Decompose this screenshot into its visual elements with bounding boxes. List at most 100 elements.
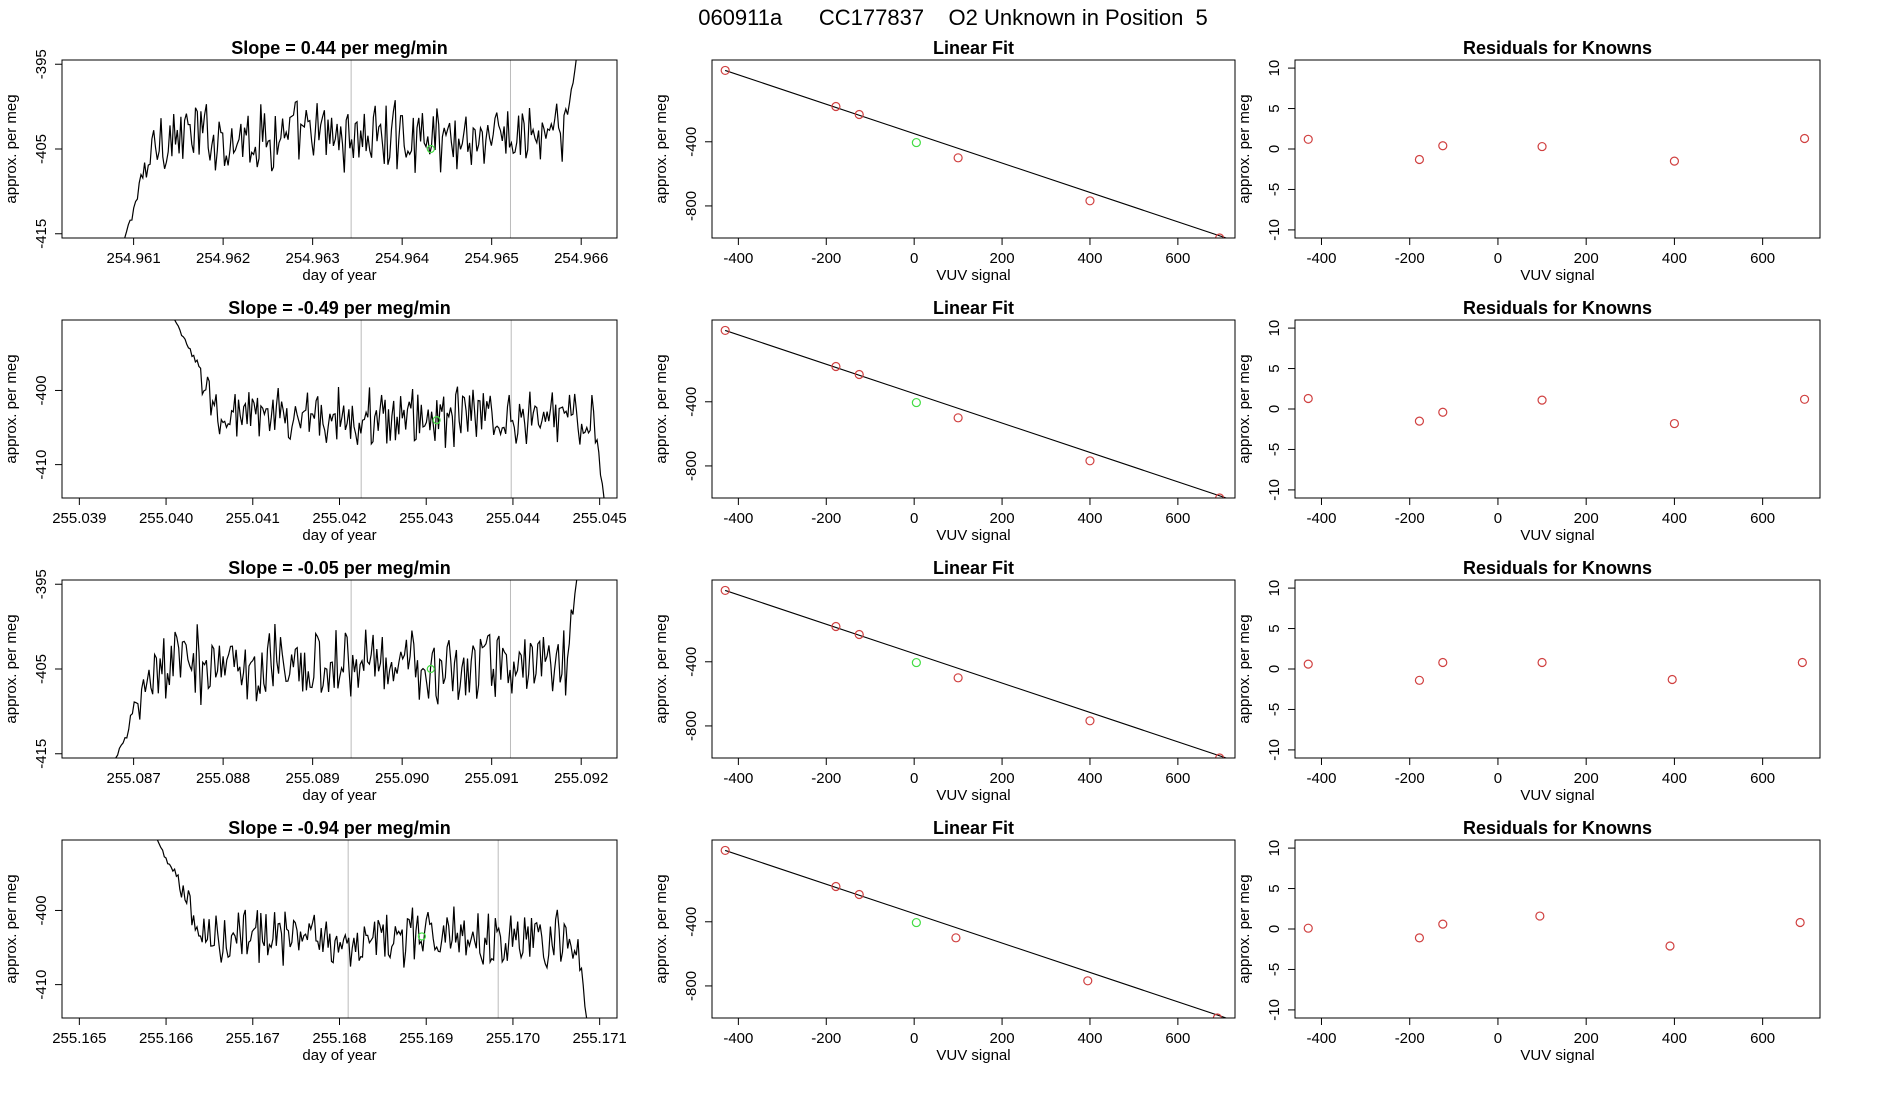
- panel-title: Linear Fit: [933, 298, 1014, 318]
- panel-r2-c2: Linear Fit -400 -200 0 200 400 600 VUV signal -4…: [653, 298, 1236, 544]
- x-tick-label: -200: [1395, 250, 1425, 267]
- plot-frame: [711, 319, 1236, 499]
- fit-line: [725, 69, 1227, 238]
- x-tick-label: 255.045: [573, 510, 627, 527]
- y-tick-label: -10: [1266, 219, 1283, 241]
- known-point: [831, 361, 841, 372]
- plot-frame: [711, 579, 1236, 759]
- x-axis-label: VUV signal: [936, 527, 1010, 544]
- x-tick-label: -200: [811, 1030, 841, 1047]
- plot-area: [174, 320, 605, 498]
- panel-r3-c2: Linear Fit -400 -200 0 200 400 600 VUV signal -4…: [653, 558, 1236, 804]
- known-point: [1537, 141, 1547, 152]
- y-tick-label: -5: [1266, 703, 1283, 716]
- x-tick-label: 200: [1574, 250, 1599, 267]
- y-axis-label: approx. per meg: [3, 94, 20, 203]
- known-point: [1414, 416, 1425, 426]
- x-axis-label: day of year: [302, 527, 376, 544]
- y-axis-label: approx. per meg: [653, 94, 670, 203]
- panel-r2-c1: Slope = -0.49 per meg/min 255.039 255.040 2…: [3, 298, 627, 544]
- known-point: [720, 325, 730, 336]
- known-point: [1799, 133, 1810, 144]
- fit-line: [725, 589, 1227, 758]
- unknown-point: [911, 137, 921, 148]
- x-tick-label: 0: [910, 510, 918, 527]
- plot-frame: [1294, 59, 1821, 239]
- x-tick-label: 0: [1494, 770, 1502, 787]
- x-tick-label: -400: [1306, 250, 1336, 267]
- plot-frame: [61, 59, 618, 239]
- y-tick-label: -405: [33, 654, 50, 684]
- y-tick-label: -800: [683, 451, 700, 481]
- known-point: [854, 369, 864, 380]
- known-point: [720, 845, 730, 856]
- known-point: [1303, 923, 1313, 933]
- plot-area: [115, 580, 578, 758]
- x-tick-label: 255.170: [486, 1030, 540, 1047]
- x-tick-label: 254.966: [554, 250, 608, 267]
- known-point: [1215, 233, 1225, 238]
- plot-area: [1303, 911, 1805, 951]
- x-tick-label: 255.043: [399, 510, 453, 527]
- y-tick-label: -400: [33, 375, 50, 405]
- x-tick-label: 400: [1662, 250, 1687, 267]
- x-tick-label: 255.167: [226, 1030, 280, 1047]
- x-tick-label: 400: [1662, 1030, 1687, 1047]
- y-tick-label: -400: [683, 907, 700, 937]
- y-tick-label: 5: [1266, 364, 1283, 372]
- x-tick-label: 400: [1077, 510, 1102, 527]
- panel-title: Residuals for Knowns: [1463, 818, 1652, 838]
- y-tick-label: -800: [683, 711, 700, 741]
- x-tick-label: -400: [723, 250, 753, 267]
- panel-title: Residuals for Knowns: [1463, 558, 1652, 578]
- y-tick-label: -395: [33, 49, 50, 79]
- known-point: [1669, 156, 1680, 166]
- y-tick-label: 0: [1266, 925, 1283, 933]
- known-point: [854, 109, 864, 120]
- known-point: [720, 65, 730, 76]
- x-tick-label: -200: [1395, 510, 1425, 527]
- plot-frame: [61, 839, 618, 1019]
- x-tick-label: 400: [1662, 510, 1687, 527]
- y-tick-label: -410: [33, 450, 50, 480]
- y-tick-label: -410: [33, 970, 50, 1000]
- unknown-sample-point: [426, 144, 435, 154]
- x-axis-label: day of year: [302, 787, 376, 804]
- fit-line: [725, 329, 1227, 498]
- known-point: [1667, 674, 1677, 685]
- known-point: [1085, 196, 1095, 206]
- x-tick-label: 400: [1077, 1030, 1102, 1047]
- x-tick-label: 200: [1574, 1030, 1599, 1047]
- known-point: [1303, 134, 1313, 144]
- x-tick-label: 255.040: [139, 510, 193, 527]
- x-tick-label: 400: [1077, 250, 1102, 267]
- y-tick-label: -5: [1266, 963, 1283, 976]
- known-point: [1083, 976, 1093, 986]
- x-tick-label: 0: [910, 770, 918, 787]
- x-tick-label: -200: [811, 250, 841, 267]
- plot-frame: [1294, 839, 1821, 1019]
- y-tick-label: 10: [1266, 840, 1283, 857]
- known-point: [854, 629, 864, 640]
- known-point: [953, 153, 963, 163]
- fit-line: [725, 849, 1227, 1018]
- data-series-line: [174, 320, 605, 498]
- y-tick-label: -10: [1266, 739, 1283, 761]
- panel-title: Slope = -0.94 per meg/min: [228, 818, 451, 838]
- y-tick-label: -395: [33, 569, 50, 599]
- panel-title: Slope = 0.44 per meg/min: [231, 38, 448, 58]
- x-axis-label: VUV signal: [1520, 1047, 1594, 1064]
- x-tick-label: 400: [1077, 770, 1102, 787]
- panel-r1-c3: Residuals for Knowns -400 -200 0 200 400 600 VU…: [1236, 38, 1821, 284]
- x-tick-label: 0: [910, 250, 918, 267]
- x-tick-label: 255.091: [465, 770, 519, 787]
- x-tick-label: 400: [1662, 770, 1687, 787]
- y-tick-label: -5: [1266, 443, 1283, 456]
- x-tick-label: 600: [1165, 770, 1190, 787]
- panel-title: Linear Fit: [933, 818, 1014, 838]
- panel-title: Linear Fit: [933, 38, 1014, 58]
- known-point: [951, 933, 961, 943]
- y-tick-label: 5: [1266, 624, 1283, 632]
- unknown-point: [911, 397, 921, 408]
